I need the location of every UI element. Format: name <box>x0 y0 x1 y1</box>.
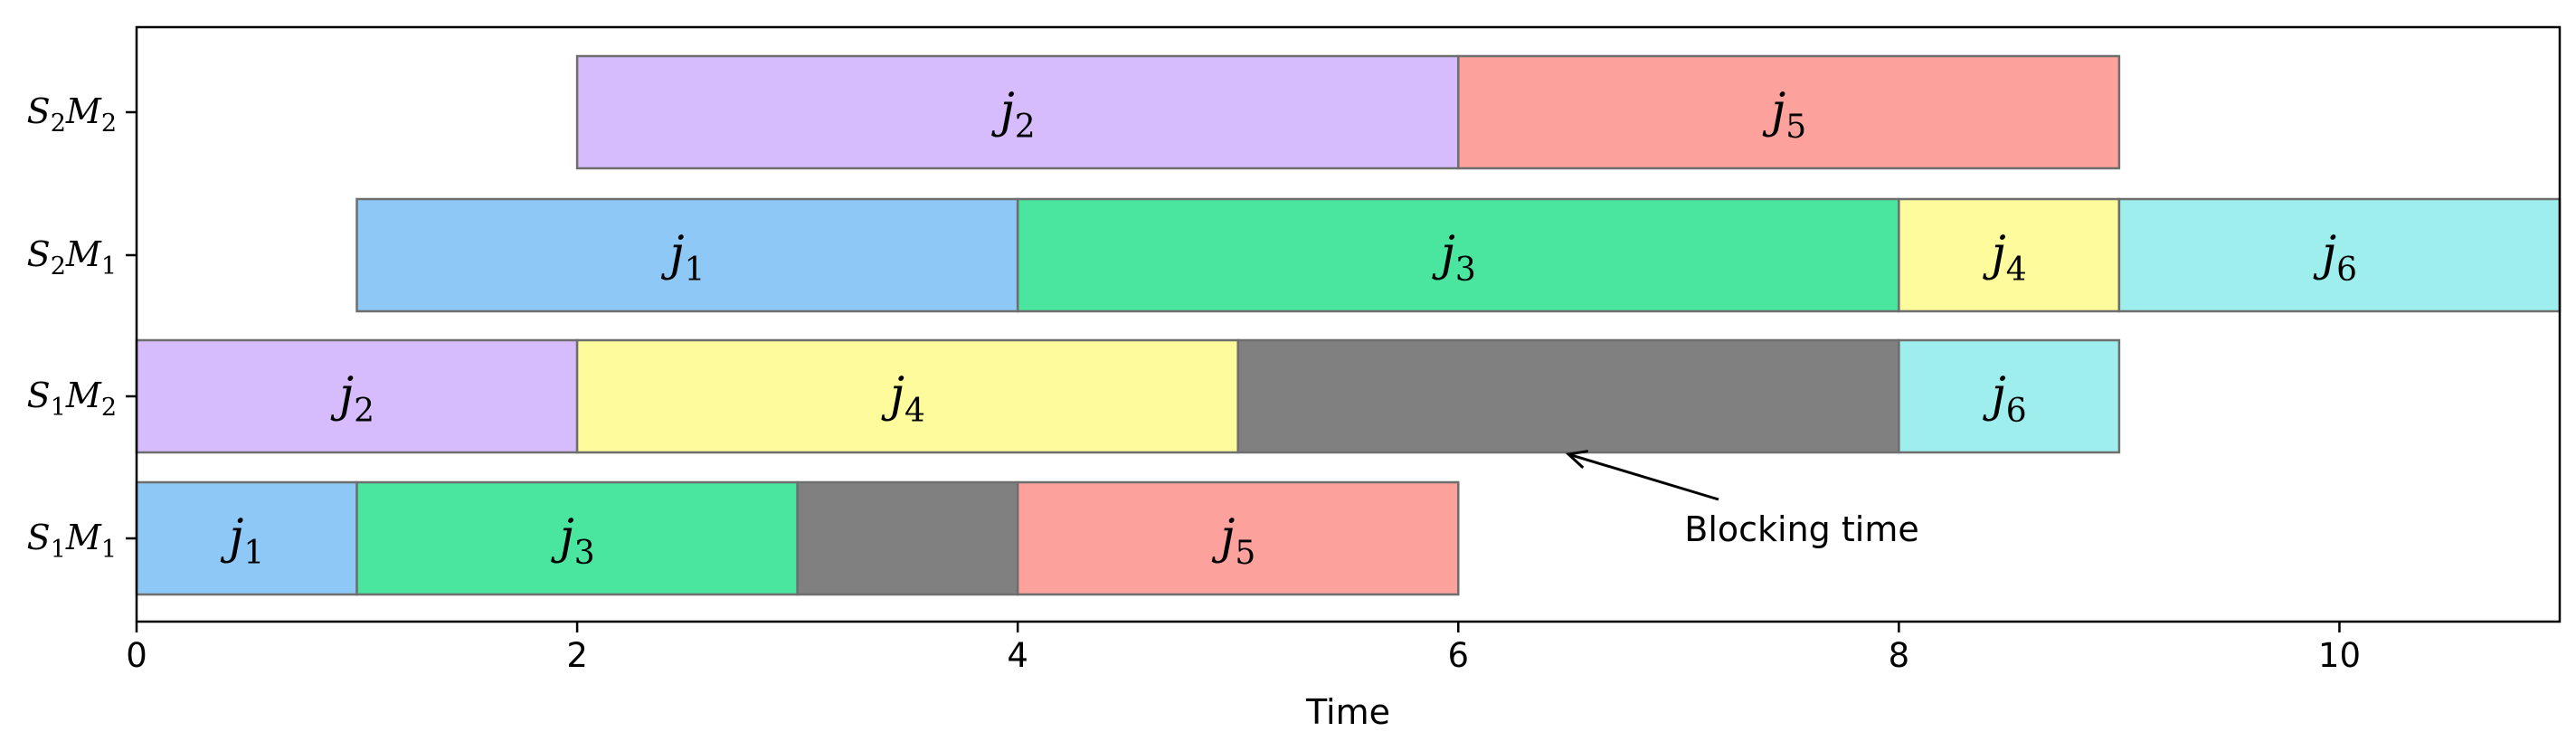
task-bar <box>2117 197 2562 313</box>
x-axis-ticks: 0 2 4 6 8 10 <box>126 622 2361 675</box>
plot-frame <box>135 25 2562 623</box>
task-bar <box>1016 480 1460 596</box>
blocking-annotation: Blocking time <box>1565 450 1919 549</box>
x-tick-label: 6 <box>1447 636 1469 675</box>
task-bar <box>1016 197 1900 313</box>
annotation-text: Blocking time <box>1684 509 1918 549</box>
blocking-bar <box>796 480 1019 596</box>
task-bar <box>575 338 1239 454</box>
y-tick-label: S1M2 <box>27 376 117 422</box>
annotation-arrow-line <box>1567 452 1719 501</box>
annotation-arrow-head <box>1565 450 1589 469</box>
y-tick-label: S2M1 <box>27 234 117 280</box>
task-bar <box>1898 338 2121 454</box>
x-tick-label: 2 <box>566 636 588 675</box>
y-tick-label: S1M1 <box>27 518 117 564</box>
y-axis-ticks: S1M1 S1M2 S2M1 S2M2 <box>27 91 137 564</box>
x-axis-title: Time <box>1305 692 1390 732</box>
x-tick-label: 8 <box>1889 636 1910 675</box>
blocking-bar <box>1236 338 1900 454</box>
x-tick-label: 4 <box>1007 636 1028 675</box>
y-tick-label: S2M2 <box>27 91 117 138</box>
task-bar <box>355 197 1019 313</box>
task-bar <box>1457 54 2121 170</box>
x-tick-label: 10 <box>2318 636 2361 675</box>
x-tick-label: 0 <box>126 636 147 675</box>
task-bar <box>135 480 358 596</box>
task-bar <box>1898 197 2121 313</box>
